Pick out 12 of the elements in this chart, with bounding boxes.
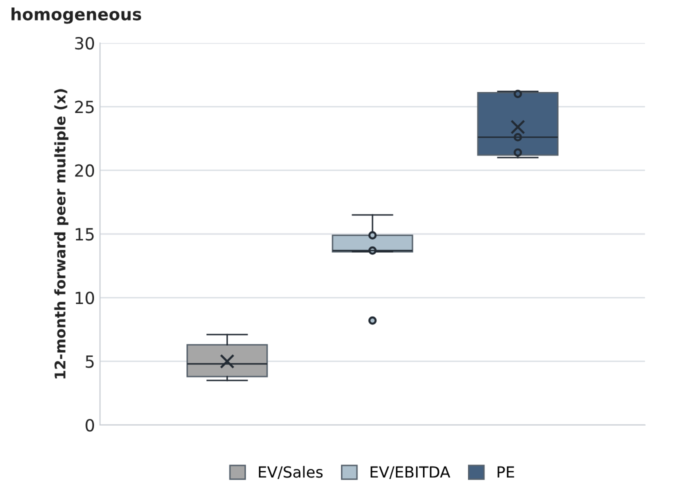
y-tick-label: 20 (75, 164, 94, 177)
y-axis-title: 12-month forward peer multiple (x) (54, 89, 68, 378)
y-tick-label: 15 (76, 228, 94, 241)
legend-label: PE (498, 466, 514, 478)
y-tick-label: 10 (76, 292, 94, 304)
y-tick-label: 0 (86, 418, 94, 432)
legend-label: EV/Sales (258, 466, 323, 479)
chart-title: homogeneous (12, 8, 142, 24)
y-tick-label: 25 (75, 100, 94, 114)
y-tick-label: 30 (75, 36, 94, 50)
legend-label: EV/EBITDA (370, 466, 450, 479)
y-tick-label: 5 (86, 356, 94, 368)
